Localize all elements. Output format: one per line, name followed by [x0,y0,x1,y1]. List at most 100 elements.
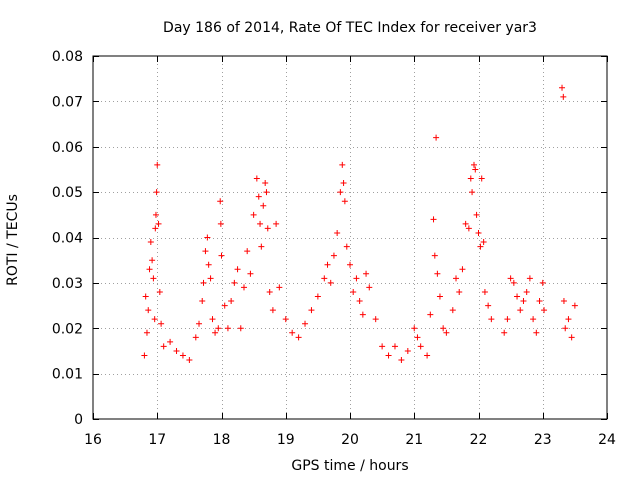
data-point [453,275,460,282]
data-point [385,352,392,359]
data-point [341,198,348,205]
data-point [244,248,251,255]
data-point [480,239,487,246]
data-point [250,211,257,218]
data-point [179,352,186,359]
data-point [199,298,206,305]
data-point [215,325,222,332]
data-point [160,343,167,350]
data-point [372,316,379,323]
data-point [469,189,476,196]
data-point [330,252,337,259]
data-point [562,325,569,332]
data-point [560,93,567,100]
data-point [258,243,265,250]
data-point [173,347,180,354]
data-point [424,352,431,359]
data-point [240,284,247,291]
x-tick-label: 16 [84,432,102,448]
data-point [255,193,262,200]
data-point [337,189,344,196]
data-point [149,257,156,264]
data-point [212,329,219,336]
data-point [218,252,225,259]
data-point [217,198,224,205]
y-tick-label: 0.03 [52,276,83,292]
data-point [467,175,474,182]
data-point [207,275,214,282]
chart-title: Day 186 of 2014, Rate Of TEC Index for r… [163,20,537,36]
data-point [391,343,398,350]
y-tick-label: 0.06 [52,140,83,156]
data-point [260,202,267,209]
x-tick-label: 18 [213,432,231,448]
data-point [147,239,154,246]
data-point [343,243,350,250]
data-point [462,220,469,227]
data-point [411,325,418,332]
data-point [526,275,533,282]
data-point [142,293,149,300]
data-point [308,307,315,314]
data-point [145,307,152,314]
data-point [465,225,472,232]
data-point [152,211,159,218]
data-point [224,325,231,332]
data-point [237,325,244,332]
data-point [156,288,163,295]
data-point [264,225,271,232]
data-point [436,293,443,300]
data-point [158,320,165,327]
data-point [475,229,482,236]
data-point [353,275,360,282]
data-point [146,266,153,273]
data-point [262,180,269,187]
data-point [477,243,484,250]
data-point [533,329,540,336]
data-point [443,329,450,336]
data-point [150,275,157,282]
data-point [204,234,211,241]
data-point [363,270,370,277]
data-point [276,284,283,291]
data-point [155,220,162,227]
x-axis-label: GPS time / hours [291,458,408,474]
data-point [273,220,280,227]
y-axis-label: ROTI / TECUs [5,194,21,286]
data-point [366,284,373,291]
data-point [565,316,572,323]
x-tick-label: 17 [148,432,166,448]
data-point [440,325,447,332]
data-point [196,320,203,327]
data-point [302,320,309,327]
data-point [314,293,321,300]
data-point [559,84,566,91]
data-point [234,266,241,273]
data-point [478,175,485,182]
data-point [485,302,492,309]
data-point [434,270,441,277]
x-tick-label: 19 [277,432,295,448]
data-point [541,307,548,314]
y-tick-label: 0 [74,412,83,428]
data-point [143,329,150,336]
data-point [433,134,440,141]
data-point [488,316,495,323]
y-tick-label: 0.05 [52,185,83,201]
x-tick-label: 22 [470,432,488,448]
data-point [473,211,480,218]
data-point [141,352,148,359]
data-point [456,288,463,295]
data-point [347,261,353,268]
data-point [517,307,524,314]
data-point [356,298,363,305]
data-point [192,334,199,341]
data-point [504,316,511,323]
data-point [154,161,161,168]
data-point [571,302,578,309]
data-point [507,275,514,282]
x-tick-label: 21 [405,432,423,448]
data-point [350,288,357,295]
